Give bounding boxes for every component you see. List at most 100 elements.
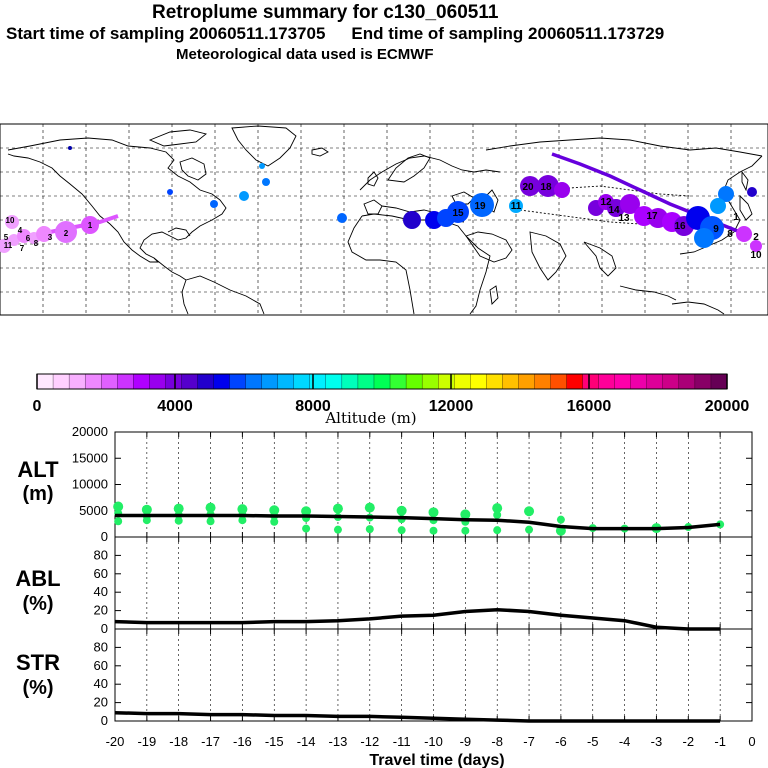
plume-label-east: 9 bbox=[713, 224, 719, 235]
alt-data-point bbox=[174, 516, 183, 525]
x-tick-label: -13 bbox=[329, 734, 348, 749]
alt-data-point bbox=[302, 524, 311, 533]
alt-data-point bbox=[716, 520, 725, 529]
coast-australia bbox=[671, 301, 725, 315]
y-tick-label: 40 bbox=[94, 584, 108, 599]
alt-data-point bbox=[524, 506, 535, 517]
x-tick-label: -10 bbox=[424, 734, 443, 749]
coast-british-isles bbox=[367, 171, 379, 187]
plume-marker bbox=[5, 215, 19, 229]
alt-data-point bbox=[114, 517, 123, 526]
plume-label-east: 13 bbox=[618, 213, 630, 224]
alt-data-point bbox=[237, 504, 248, 515]
colorbar-tick-label: 16000 bbox=[567, 398, 612, 415]
colorbar-segment bbox=[421, 373, 439, 390]
y-tick-label: 0 bbox=[101, 529, 108, 544]
colorbar-tick-label: 8000 bbox=[295, 398, 331, 415]
coast-japan bbox=[739, 194, 753, 221]
colorbar-segment bbox=[534, 373, 552, 390]
plume-marker bbox=[620, 194, 640, 214]
colorbar-segment bbox=[405, 373, 423, 390]
colorbar-title: Altitude (m) bbox=[324, 409, 416, 427]
coast-asia-north bbox=[485, 137, 763, 157]
alt-data-point bbox=[333, 525, 342, 534]
y-tick-label: 20 bbox=[94, 695, 108, 710]
plume-marker bbox=[259, 163, 265, 169]
colorbar-segment bbox=[566, 373, 584, 390]
alt-data-point bbox=[141, 504, 152, 515]
plume-label-west: 8 bbox=[34, 239, 39, 248]
x-tick-label: -14 bbox=[297, 734, 316, 749]
y-tick-label: 15000 bbox=[72, 450, 108, 465]
str-series-line bbox=[114, 710, 721, 723]
coast-south-america bbox=[185, 275, 265, 315]
colorbar-tick-label: 0 bbox=[33, 398, 42, 415]
plume-marker bbox=[747, 187, 757, 197]
alt-data-point bbox=[365, 525, 374, 534]
plume-marker bbox=[262, 178, 270, 186]
x-tick-label: -8 bbox=[491, 734, 503, 749]
plume-marker bbox=[470, 193, 494, 217]
x-tick-label: -17 bbox=[201, 734, 220, 749]
alt-panel-label: ALT bbox=[17, 457, 59, 482]
y-tick-label: 0 bbox=[101, 713, 108, 728]
end-time-label: End time of sampling 20060511.173729 bbox=[351, 24, 665, 43]
colorbar-segment bbox=[357, 373, 375, 390]
colorbar-tick-label: 4000 bbox=[157, 398, 193, 415]
y-tick-label: 20000 bbox=[72, 424, 108, 439]
plume-marker bbox=[447, 201, 469, 223]
x-tick-label: -4 bbox=[619, 734, 631, 749]
plume-marker bbox=[520, 176, 540, 196]
colorbar-segment bbox=[229, 373, 247, 390]
colorbar-segment bbox=[598, 373, 616, 390]
plume-label-west: 3 bbox=[48, 233, 53, 242]
alt-data-point bbox=[525, 525, 534, 534]
plume-label-east: 2 bbox=[753, 232, 759, 243]
colorbar-segment bbox=[68, 373, 86, 390]
border-asia-south bbox=[519, 209, 641, 225]
alt-panel-unit: (m) bbox=[22, 483, 53, 505]
colorbar-segment bbox=[52, 373, 70, 390]
y-tick-label: 80 bbox=[94, 547, 108, 562]
alt-data-point bbox=[556, 515, 565, 524]
plume-label-east: 11 bbox=[511, 201, 522, 212]
alt-data-point bbox=[301, 506, 312, 517]
x-tick-label: -12 bbox=[360, 734, 379, 749]
alt-data-point bbox=[206, 517, 215, 526]
coast-southeast-asia bbox=[583, 241, 617, 277]
colorbar-segment bbox=[662, 373, 680, 390]
plume-marker bbox=[509, 199, 523, 213]
colorbar-segment bbox=[197, 373, 215, 390]
plume-label-west: 2 bbox=[64, 229, 69, 238]
colorbar-segments bbox=[36, 373, 728, 390]
colorbar-ticks: 0 4000 8000 12000 16000 20000 bbox=[33, 374, 750, 415]
plume-marker bbox=[750, 240, 762, 252]
y-tick-label: 60 bbox=[94, 658, 108, 673]
colorbar-segment bbox=[550, 373, 568, 390]
y-tick-label: 60 bbox=[94, 566, 108, 581]
alt-data-point bbox=[460, 509, 471, 520]
x-tick-label: -11 bbox=[393, 734, 411, 749]
plume-label-west: 7 bbox=[20, 244, 25, 253]
map-gridlines bbox=[0, 124, 768, 315]
alt-data-point bbox=[493, 526, 502, 535]
colorbar-segment bbox=[389, 373, 407, 390]
plot-title: Retroplume summary for c130_060511 bbox=[152, 2, 499, 23]
colorbar-segment bbox=[277, 373, 295, 390]
colorbar-tick-label: 20000 bbox=[705, 398, 750, 415]
plume-marker bbox=[554, 182, 570, 198]
colorbar-segment bbox=[614, 373, 632, 390]
y-tick-label: 20 bbox=[94, 603, 108, 618]
plume-marker bbox=[694, 228, 714, 248]
plume-markers bbox=[0, 146, 762, 253]
colorbar-segment bbox=[84, 373, 102, 390]
plume-label-west: 6 bbox=[26, 234, 31, 243]
colorbar-segment bbox=[486, 373, 503, 390]
x-tick-label: -18 bbox=[169, 734, 188, 749]
colorbar-segment bbox=[438, 373, 455, 390]
alt-data-point bbox=[205, 502, 216, 513]
plume-label-east: 19 bbox=[474, 201, 486, 212]
x-tick-label: -15 bbox=[265, 734, 284, 749]
colorbar-segment bbox=[454, 373, 471, 390]
